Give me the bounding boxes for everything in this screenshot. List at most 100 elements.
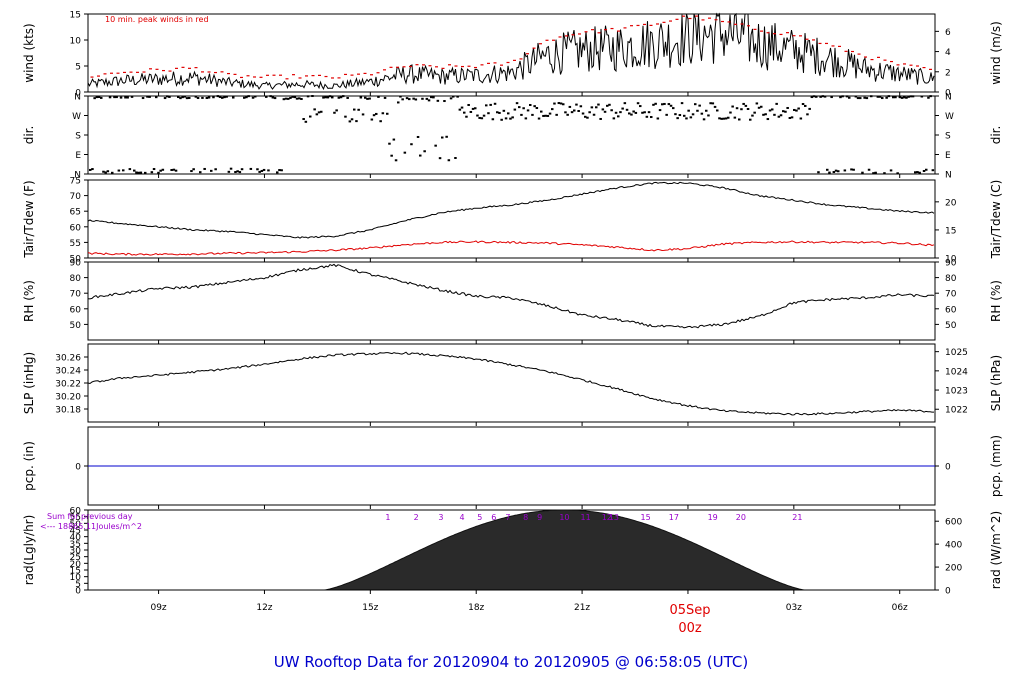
dir-point — [881, 97, 884, 100]
rad-hour-label: 1 — [385, 513, 390, 522]
dir-point — [903, 96, 906, 99]
dir-point — [234, 171, 237, 174]
ytick-label-left-rad: 55 — [70, 513, 81, 523]
ytick-label-right-dir: N — [945, 171, 952, 181]
dir-point — [775, 102, 778, 105]
dir-point — [702, 118, 706, 121]
dir-point — [513, 108, 517, 111]
ytick-label-left-temp: 65 — [70, 208, 81, 218]
dir-point — [425, 97, 429, 100]
dir-point — [837, 170, 840, 173]
dir-point — [471, 107, 475, 110]
dir-point — [390, 154, 393, 157]
dir-point — [551, 108, 554, 111]
dir-point — [705, 109, 708, 112]
dir-point — [713, 105, 717, 108]
dir-point — [656, 117, 660, 120]
dir-point — [535, 107, 539, 110]
dir-point — [907, 95, 910, 98]
ytick-label-left-rh: 60 — [70, 305, 82, 315]
dir-point — [93, 97, 96, 100]
dir-point — [489, 103, 492, 106]
dir-point — [115, 96, 118, 99]
dir-point — [564, 111, 567, 114]
dir-point — [397, 101, 400, 104]
dir-point — [883, 172, 886, 175]
dir-point — [850, 168, 853, 171]
dir-point — [161, 168, 165, 171]
dir-point — [144, 171, 147, 174]
xtick-label: 18z — [468, 603, 484, 613]
dir-point — [469, 110, 473, 113]
ytick-label-left-wind: 5 — [75, 63, 81, 73]
dir-point — [339, 96, 343, 99]
dir-point — [729, 111, 732, 114]
dir-point — [834, 169, 838, 172]
dir-point — [454, 157, 457, 160]
dir-point — [544, 114, 547, 117]
dir-point — [291, 95, 294, 98]
ylabel-left-pcp: pcp. (in) — [22, 441, 36, 491]
rad-sum-value: <--- 18865.11Joules/m^2 — [40, 522, 142, 531]
dir-point — [192, 168, 195, 171]
dir-point — [617, 115, 620, 118]
dir-point — [256, 168, 259, 171]
dir-point — [458, 108, 462, 111]
dir-point — [709, 102, 712, 105]
dir-point — [210, 169, 213, 172]
dir-point — [493, 102, 497, 105]
dir-point — [401, 98, 404, 101]
xtick-label: 21z — [574, 603, 590, 613]
dir-point — [878, 95, 882, 98]
series-line-tdew — [87, 240, 935, 256]
dir-point — [694, 103, 697, 106]
dir-point — [636, 102, 640, 105]
ytick-label-right-rad: 0 — [945, 587, 951, 597]
dir-point — [548, 112, 552, 115]
dir-point — [753, 111, 756, 114]
dir-point — [434, 144, 437, 147]
ytick-label-right-slp: 1023 — [945, 387, 968, 397]
ytick-label-left-rad: 35 — [70, 540, 81, 550]
dir-point — [130, 95, 134, 98]
dir-point — [474, 107, 477, 110]
dir-point — [676, 117, 679, 120]
panel-frame-wind — [87, 13, 936, 93]
dir-point — [238, 171, 242, 174]
dir-point — [672, 107, 675, 110]
dir-point — [313, 108, 316, 111]
dir-point — [540, 110, 543, 113]
dir-point — [735, 107, 739, 110]
dir-point — [372, 114, 376, 117]
rad-hour-label: 13 — [609, 513, 619, 522]
dir-point — [232, 96, 235, 99]
dir-point — [557, 102, 561, 105]
dir-point — [185, 97, 189, 100]
rad-hour-label: 21 — [792, 513, 802, 522]
dir-point — [573, 109, 576, 112]
dir-point — [854, 95, 858, 98]
ytick-label-left-rh: 50 — [70, 321, 82, 331]
dir-point — [650, 116, 653, 119]
dir-point — [157, 171, 160, 174]
dir-point — [507, 112, 510, 115]
dir-point — [870, 95, 873, 98]
dir-point — [370, 118, 374, 121]
dir-point — [289, 96, 292, 99]
dir-point — [350, 118, 354, 121]
rad-hour-label: 20 — [736, 513, 746, 522]
ytick-label-left-rad: 60 — [70, 507, 82, 517]
dir-point — [515, 102, 519, 105]
dir-point — [377, 95, 380, 98]
dir-point — [603, 110, 607, 113]
dir-point — [410, 143, 413, 146]
dir-point — [584, 115, 587, 118]
dir-point — [782, 110, 785, 113]
dir-point — [784, 110, 787, 113]
dir-point — [298, 97, 301, 100]
ylabel-right-rad: rad (W/m^2) — [989, 511, 1003, 589]
rad-sum-label: Sum for previous day — [47, 512, 133, 521]
dir-point — [302, 118, 305, 121]
dir-point — [610, 109, 613, 112]
dir-point — [520, 113, 523, 116]
